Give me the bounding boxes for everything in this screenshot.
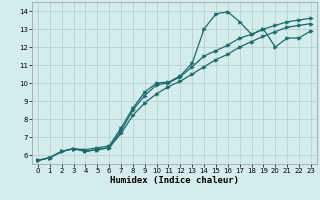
X-axis label: Humidex (Indice chaleur): Humidex (Indice chaleur) <box>110 176 239 185</box>
